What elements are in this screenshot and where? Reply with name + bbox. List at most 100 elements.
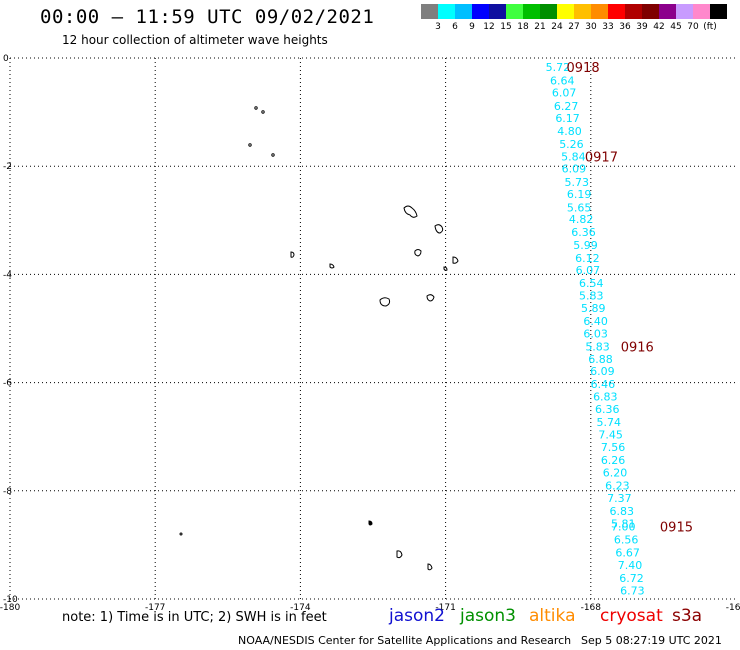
color-swatch	[506, 4, 523, 19]
swh-value-label: 7.40	[618, 559, 643, 572]
swh-value-label: 6.73	[620, 584, 645, 597]
swh-value-label: 7.56	[601, 441, 626, 454]
color-scale-legend: 3 6 9 12 15 18 21 24 27 30 33 36 39 42 45 70 (ft)	[421, 4, 727, 34]
island-outline	[254, 106, 258, 110]
generated-timestamp: Sep 5 08:27:19 UTC 2021	[581, 634, 722, 647]
pass-time-labels: 0918 0917 0916 0915	[567, 61, 694, 535]
color-swatch	[676, 4, 693, 19]
color-scale-label: 30	[585, 22, 597, 32]
y-tick-label: -4	[3, 270, 12, 280]
color-swatch	[591, 4, 608, 19]
color-swatch	[523, 4, 540, 19]
color-scale-label: 39	[636, 22, 648, 32]
map-grid: -180 -177 -174 -171 -168 -165 0 -2 -4 -6 -8 -10	[0, 54, 740, 613]
satellite-legend-item: altika	[529, 606, 576, 626]
color-scale-label: 36	[619, 22, 631, 32]
color-swatch	[608, 4, 625, 19]
swh-value-label: 6.54	[579, 277, 604, 290]
credit-line: NOAA/NESDIS Center for Satellite Applica…	[238, 634, 572, 647]
satellite-legend-item: jason3	[460, 606, 516, 626]
swh-value-label: 5.84	[561, 150, 586, 163]
y-tick-label: -2	[3, 162, 12, 172]
color-swatch	[438, 4, 455, 19]
x-tick-label: -165	[726, 603, 740, 613]
island-outline	[396, 550, 403, 559]
color-swatch	[574, 4, 591, 19]
color-swatch	[557, 4, 574, 19]
swh-value-label: 6.64	[550, 75, 575, 88]
color-swatch	[693, 4, 710, 19]
swh-labels: 5.726.646.076.276.174.805.265.846.095.73…	[546, 61, 645, 597]
swh-value-label: 5.72	[546, 61, 571, 74]
color-scale-label: 21	[534, 22, 546, 32]
island-outline	[427, 563, 433, 571]
swh-value-label: 4.80	[557, 125, 582, 138]
swh-value-label: 6.40	[583, 315, 608, 328]
satellite-legend-item: s3a	[672, 606, 703, 626]
island-outline	[426, 294, 435, 302]
satellite-legend-item: cryosat	[600, 606, 663, 626]
swh-value-label: 5.99	[573, 239, 598, 252]
x-tick-label: -174	[290, 603, 311, 613]
swh-value-label: 6.12	[575, 252, 600, 265]
x-tick-label: -177	[145, 603, 165, 613]
swh-value-label: 6.09	[590, 365, 615, 378]
island-outline	[403, 205, 418, 218]
swh-value-label: 5.81	[611, 517, 636, 530]
swh-value-label: 5.83	[579, 289, 604, 302]
swh-value-label: 6.83	[593, 391, 618, 404]
swh-value-label: 6.23	[605, 479, 630, 492]
swh-value-label: 5.83	[585, 340, 610, 353]
color-swatch	[659, 4, 676, 19]
swh-value-label: 6.36	[595, 403, 620, 416]
map-subtitle: 12 hour collection of altimeter wave hei…	[62, 33, 328, 47]
island-outline	[414, 249, 422, 257]
swh-value-label: 7.45	[598, 429, 623, 442]
y-tick-label: -8	[3, 487, 12, 497]
swh-value-label: 6.46	[591, 378, 616, 391]
swh-value-label: 6.56	[614, 533, 639, 546]
island-outline	[329, 263, 335, 269]
swh-value-label: 6.20	[603, 466, 628, 479]
pass-time-label: 0916	[621, 340, 654, 355]
swh-value-label: 6.72	[619, 572, 644, 585]
swh-value-label: 5.89	[581, 302, 606, 315]
color-swatch	[625, 4, 642, 19]
color-scale-label: 9	[469, 22, 475, 32]
island-outline	[248, 143, 252, 147]
island-outlines	[179, 106, 459, 571]
swh-value-label: 6.27	[554, 100, 579, 113]
pass-time-label: 0917	[585, 150, 618, 165]
pass-time-label: 0915	[660, 521, 693, 536]
swh-value-label: 6.19	[567, 188, 592, 201]
swh-value-label: 6.07	[552, 87, 577, 100]
y-tick-label: 0	[3, 54, 9, 64]
swh-value-label: 6.26	[601, 454, 626, 467]
color-swatch	[455, 4, 472, 19]
island-outline	[290, 251, 295, 258]
swh-value-label: 4.82	[569, 213, 594, 226]
x-tick-label: -180	[0, 603, 20, 613]
color-scale-label: 6	[452, 22, 458, 32]
island-outline	[443, 266, 448, 271]
island-outline	[261, 110, 265, 114]
color-scale-label: 18	[517, 22, 529, 32]
x-tick-label: -171	[435, 603, 455, 613]
island-outline	[179, 532, 183, 536]
color-swatch	[540, 4, 557, 19]
swh-value-label: 6.07	[576, 264, 601, 277]
color-scale-label: 3	[435, 22, 441, 32]
x-tick-label: -168	[581, 603, 602, 613]
color-scale-label: 24	[551, 22, 563, 32]
color-scale-label: 45	[670, 22, 682, 32]
swh-value-label: 6.67	[615, 546, 640, 559]
swh-value-label: 5.74	[596, 416, 621, 429]
footnote: note: 1) Time is in UTC; 2) SWH is in fe…	[62, 610, 327, 625]
swh-value-label: 6.83	[610, 505, 635, 518]
color-scale-label: 12	[483, 22, 495, 32]
color-scale-label: 70	[687, 22, 699, 32]
color-scale-label: 15	[500, 22, 512, 32]
color-swatch	[421, 4, 438, 19]
color-scale-label: (ft)	[703, 22, 717, 32]
